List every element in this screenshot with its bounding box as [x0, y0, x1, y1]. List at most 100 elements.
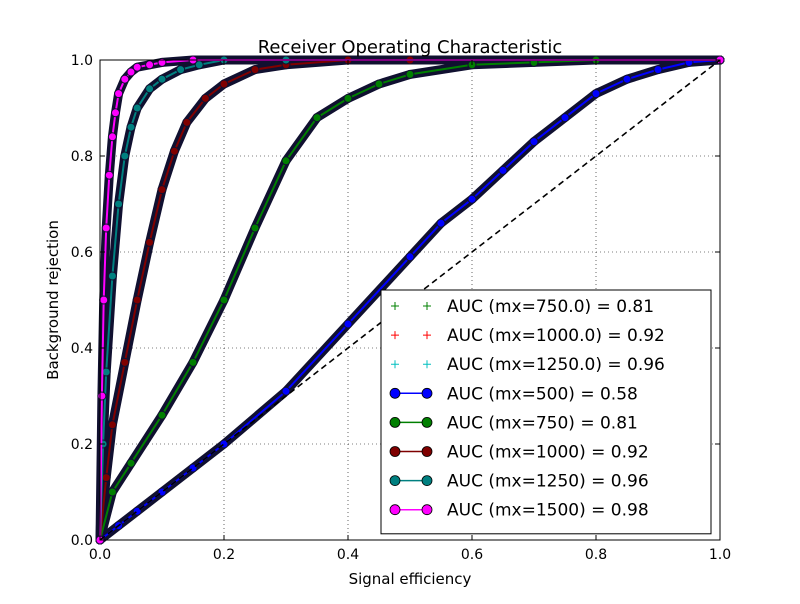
y-tick-label: 0.6 [71, 245, 93, 261]
data-point [498, 165, 508, 175]
legend-marker [423, 331, 431, 340]
data-point [250, 65, 260, 75]
data-point [99, 295, 109, 305]
data-point [176, 65, 186, 75]
data-point [281, 156, 291, 166]
series-line [99, 59, 720, 541]
y-tick-label: 0.8 [71, 149, 93, 165]
tick-layer: 0.0 0.2 0.4 0.6 0.8 1.0 0.0 0.2 0.4 0.6 0.8 1.0 [71, 53, 731, 563]
legend-marker [421, 446, 433, 457]
legend-label: AUC (mx=1250.0) = 0.96 [447, 355, 665, 375]
data-point [120, 74, 130, 84]
data-point [145, 84, 155, 94]
legend-marker [423, 302, 431, 310]
x-tick-label: 0.2 [213, 547, 235, 563]
y-tick-label: 1.0 [71, 53, 93, 69]
legend-box [380, 289, 712, 535]
data-point [219, 79, 229, 89]
legend-marker [421, 416, 433, 428]
data-point [467, 194, 477, 204]
data-point [560, 113, 570, 123]
chart-title: Receiver Operating Characteristic [258, 37, 563, 58]
y-tick-label: 0.4 [71, 341, 93, 357]
legend-marker [389, 387, 401, 399]
data-point [529, 137, 539, 147]
legend-marker [391, 302, 399, 310]
data-point [101, 223, 111, 233]
series-layer [95, 55, 725, 545]
y-tick-label: 0.2 [71, 437, 93, 453]
legend-marker [389, 475, 401, 487]
data-point [169, 146, 179, 156]
data-point [343, 319, 353, 329]
data-point [436, 218, 446, 228]
y-axis-label: Background rejection [44, 220, 62, 380]
legend-label: AUC (mx=750.0) = 0.81 [447, 297, 654, 317]
x-axis-label: Signal efficiency [349, 570, 472, 588]
data-point [281, 386, 291, 396]
data-point [107, 271, 117, 281]
data-point [111, 108, 120, 118]
data-point [120, 357, 130, 367]
legend-marker [389, 504, 401, 516]
x-tick-label: 1.0 [709, 547, 731, 563]
data-point [107, 487, 117, 497]
data-point [374, 79, 384, 89]
data-point [157, 410, 167, 420]
x-tick-label: 0.8 [585, 547, 607, 563]
data-point [591, 89, 601, 99]
legend-label: AUC (mx=1000.0) = 0.92 [447, 326, 665, 346]
data-point [107, 132, 117, 142]
data-point [104, 170, 114, 180]
data-point [132, 295, 142, 305]
data-point [107, 420, 117, 430]
data-point [622, 74, 632, 84]
data-point [200, 93, 210, 103]
data-point [120, 151, 130, 161]
data-point [405, 69, 415, 79]
legend: AUC (mx=750.0) = 0.81 AUC (mx=1000.0) = 0… [380, 289, 712, 535]
legend-marker [423, 360, 431, 369]
legend-label: AUC (mx=1250) = 0.96 [447, 472, 649, 492]
data-point [157, 74, 167, 84]
series-line [99, 59, 720, 541]
data-point [219, 295, 229, 305]
data-point [126, 67, 136, 77]
x-tick-label: 0.4 [337, 547, 359, 563]
x-tick-label: 0.0 [89, 547, 111, 563]
data-point [132, 103, 142, 113]
data-point [157, 185, 167, 195]
legend-marker [421, 475, 433, 487]
legend-marker [421, 387, 433, 399]
legend-marker [421, 504, 433, 516]
data-point [101, 473, 111, 483]
data-point [405, 252, 415, 262]
legend-label: AUC (mx=750) = 0.81 [447, 413, 638, 433]
plot-frame [99, 59, 721, 541]
data-point [97, 391, 107, 401]
x-tick-label: 0.6 [461, 547, 483, 563]
legend-marker [389, 416, 401, 428]
y-tick-label: 0.0 [71, 533, 93, 549]
data-point [343, 93, 353, 103]
data-point [114, 199, 124, 209]
legend-marker [391, 331, 399, 340]
data-point [126, 122, 136, 132]
data-point [188, 357, 198, 367]
data-point [132, 62, 142, 72]
legend-marker [389, 446, 401, 457]
legend-label: AUC (mx=1000) = 0.92 [447, 443, 649, 463]
data-point [145, 60, 155, 70]
data-point [653, 65, 663, 75]
data-point [182, 117, 192, 127]
legend-label: AUC (mx=500) = 0.58 [447, 384, 638, 404]
data-point [312, 113, 322, 123]
data-point [114, 89, 124, 99]
legend-marker [391, 360, 399, 369]
data-point [250, 223, 260, 233]
legend-label: AUC (mx=1500) = 0.98 [447, 501, 649, 521]
data-point [126, 458, 136, 468]
data-point [145, 237, 155, 247]
